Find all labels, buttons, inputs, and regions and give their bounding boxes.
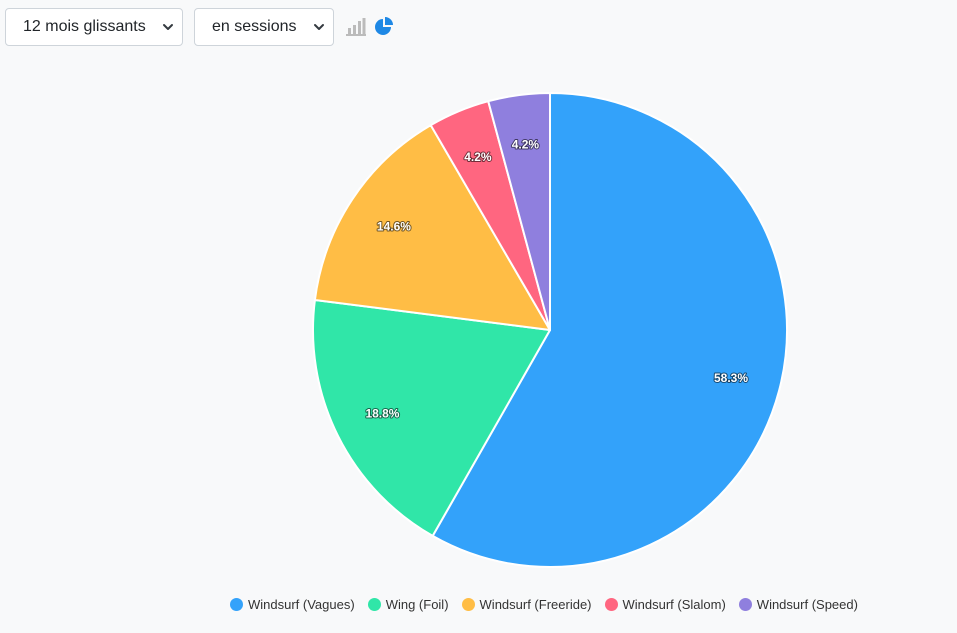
legend-label: Windsurf (Slalom) xyxy=(622,597,726,612)
legend-marker xyxy=(461,598,475,611)
pie-slice-label: 58.3% xyxy=(714,371,748,385)
legend-item[interactable]: Windsurf (Vagues) xyxy=(230,597,355,612)
pie-slice-3[interactable] xyxy=(313,124,551,331)
pie-chart-toggle[interactable] xyxy=(373,16,395,38)
legend-item[interactable]: Wing (Foil) xyxy=(367,597,449,612)
legend-marker xyxy=(604,598,618,611)
pie-chart-icon xyxy=(375,17,393,35)
pie-slice-label: 18.8% xyxy=(365,407,399,421)
bar-chart-icon xyxy=(346,18,366,36)
chart-toolbar: 12 mois glissants en sessions xyxy=(5,8,395,46)
pie-slices xyxy=(312,92,788,568)
period-select[interactable]: 12 mois glissants xyxy=(5,8,183,46)
legend-label: Wing (Foil) xyxy=(385,597,449,612)
pie-slice-label: 14.6% xyxy=(377,220,411,234)
legend-marker xyxy=(230,598,243,611)
legend-item[interactable]: Windsurf (Speed) xyxy=(738,597,858,612)
legend-label: Windsurf (Vagues) xyxy=(248,597,355,612)
unit-select[interactable]: en sessions xyxy=(194,8,334,46)
legend-label: Windsurf (Freeride) xyxy=(479,597,592,612)
pie-labels: 58.3% 18.8% 14.6% 4.2% 4.2% xyxy=(364,136,749,421)
legend-marker xyxy=(367,598,381,611)
chart-legend: Windsurf (Vagues) Wing (Foil) Windsurf (Fr… xyxy=(230,597,871,612)
pie-slice-5[interactable] xyxy=(487,92,551,331)
pie-slice-2[interactable] xyxy=(312,298,551,537)
legend-item[interactable]: Windsurf (Freeride) xyxy=(461,597,592,612)
unit-select-value: en sessions xyxy=(212,18,297,35)
chevron-down-icon xyxy=(163,24,173,30)
pie-slice-label: 4.2% xyxy=(512,137,540,151)
pie-slice-label: 4.2% xyxy=(464,150,492,164)
bar-chart-toggle[interactable] xyxy=(345,16,367,38)
pie-slice-1[interactable] xyxy=(431,92,788,568)
legend-item[interactable]: Windsurf (Slalom) xyxy=(604,597,726,612)
legend-label: Windsurf (Speed) xyxy=(756,597,858,612)
legend-marker xyxy=(738,598,752,611)
chevron-down-icon xyxy=(314,24,324,30)
period-select-value: 12 mois glissants xyxy=(23,18,146,35)
